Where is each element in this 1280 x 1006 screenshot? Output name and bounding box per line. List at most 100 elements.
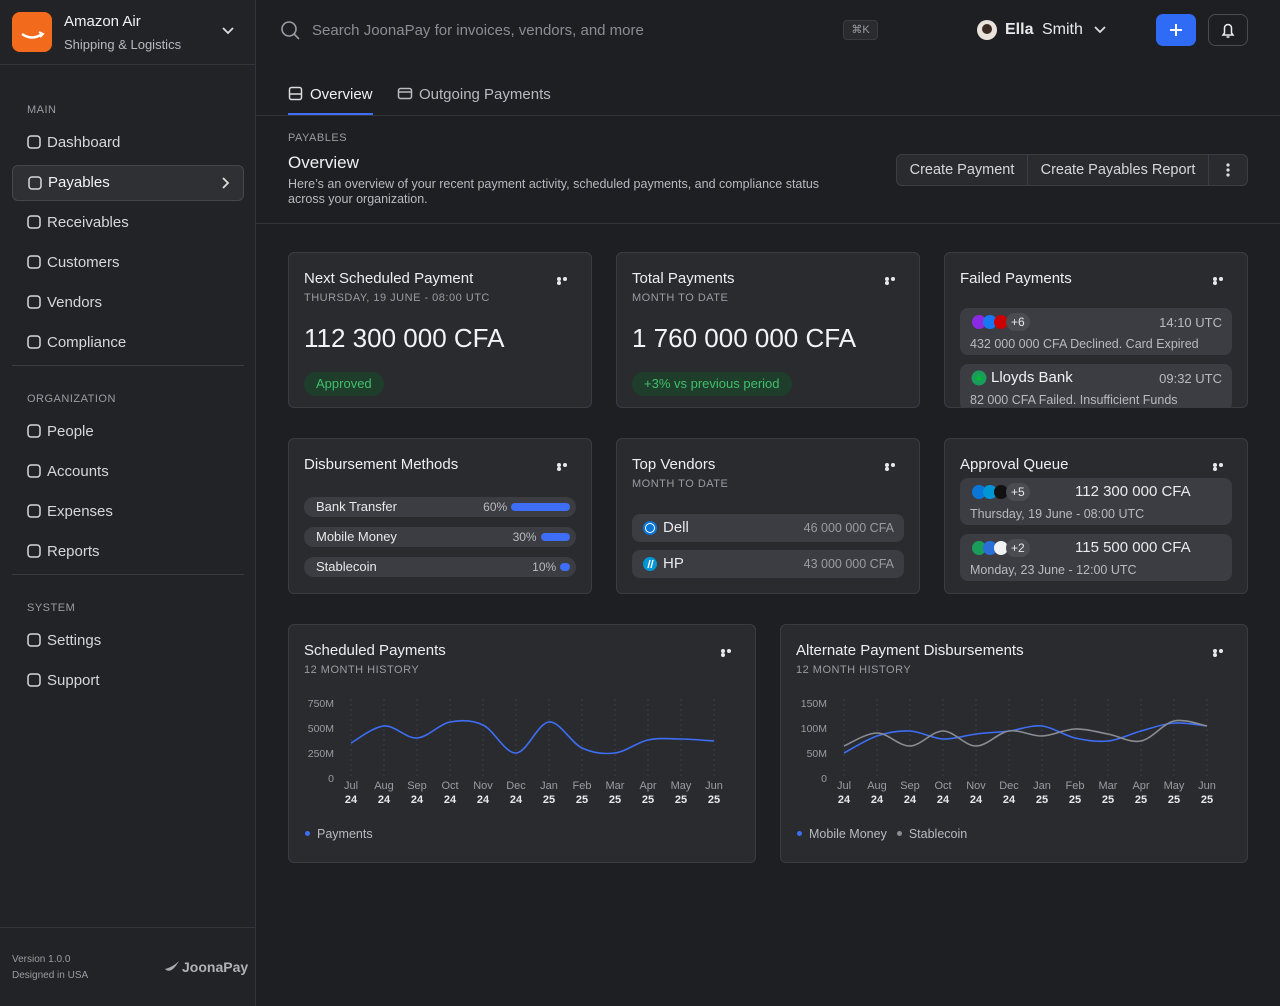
chevron — [222, 177, 230, 189]
vendor-row[interactable]: HP 43 000 000 CFA — [632, 550, 904, 578]
line — [350, 719, 715, 755]
nav-label: Accounts — [47, 463, 109, 480]
avatars — [972, 485, 1008, 499]
failed-item[interactable]: +6 14:10 UTC 432 000 000 CFA Declined. C… — [960, 308, 1232, 355]
time: 09:32 UTC — [1159, 371, 1222, 386]
tabs-border — [256, 115, 1280, 116]
nav-label: Dashboard — [47, 134, 121, 151]
nav-icon — [27, 255, 41, 269]
card-subtitle: MONTH TO DATE — [632, 478, 729, 490]
legend-swatch — [797, 831, 802, 836]
x-tick-month: Jan — [540, 780, 558, 792]
vendor-amount: 43 000 000 CFA — [803, 557, 894, 571]
extra-count: +5 — [1006, 483, 1030, 501]
more-button[interactable] — [1225, 162, 1231, 178]
method-value: 30% — [512, 530, 537, 544]
card-title: Next Scheduled Payment — [304, 270, 474, 287]
tab-icon — [397, 87, 413, 100]
avatar[interactable] — [977, 20, 997, 40]
user-last[interactable]: Smith — [1042, 21, 1083, 38]
notifications-button[interactable] — [1208, 14, 1248, 46]
nav-label: Payables — [48, 174, 110, 191]
nav-label: People — [47, 423, 94, 440]
action-button[interactable]: Create Payment — [897, 155, 1028, 185]
chart-subtitle: 12 MONTH HISTORY — [796, 664, 912, 676]
icon-shape — [27, 215, 41, 229]
nav-item[interactable]: Receivables — [12, 205, 244, 241]
nav-icon — [27, 424, 41, 438]
disbursement-card: Disbursement Methods Bank Transfer 60% Mob… — [288, 438, 592, 594]
y-tick-label: 0 — [328, 773, 334, 785]
x-tick-month: May — [1164, 780, 1185, 792]
tab[interactable]: Outgoing Payments — [419, 86, 551, 103]
eyebrow: PAYABLES — [288, 132, 348, 144]
nav-label: Compliance — [47, 334, 127, 351]
failed-text: 82 000 CFA Failed. Insufficient Funds — [970, 393, 1178, 407]
x-tick-month: Jun — [705, 780, 723, 792]
card-menu[interactable] — [1213, 649, 1229, 657]
icon-shape — [27, 295, 41, 309]
card-menu[interactable] — [721, 649, 737, 657]
user-first[interactable]: Ella — [1005, 21, 1034, 38]
nav-item[interactable]: Compliance — [12, 325, 244, 361]
x-tick-month: Sep — [900, 780, 920, 792]
nav-icon — [27, 215, 41, 229]
nav-icon — [27, 135, 41, 149]
x-tick-year: 25 — [609, 794, 621, 806]
failed-payments-card: Failed Payments +6 14:10 UTC 432 000 000… — [944, 252, 1248, 408]
nav-icon — [28, 176, 42, 190]
add-button[interactable] — [1156, 14, 1196, 46]
card-menu[interactable] — [1213, 463, 1229, 471]
icon-shape — [27, 464, 41, 478]
card-menu[interactable] — [885, 463, 901, 471]
x-tick-month: Dec — [506, 780, 526, 792]
line — [843, 722, 1208, 754]
badge: Approved — [304, 372, 384, 396]
total-payments-card: Total Payments MONTH TO DATE 1 760 000 0… — [616, 252, 920, 408]
icon-shape — [27, 544, 41, 558]
nav-item[interactable]: Settings — [12, 623, 244, 659]
nav-item[interactable]: Reports — [12, 534, 244, 570]
x-tick-month: Dec — [999, 780, 1019, 792]
nav-item[interactable]: Payables — [12, 165, 244, 201]
vendor-row[interactable]: Dell 46 000 000 CFA — [632, 514, 904, 542]
section-title: MAIN — [27, 104, 57, 116]
card-menu[interactable] — [885, 277, 901, 285]
nav-item[interactable]: Support — [12, 663, 244, 699]
legend-label: Mobile Money — [809, 827, 887, 841]
tab[interactable]: Overview — [310, 86, 373, 103]
user-chevron[interactable] — [1093, 25, 1107, 35]
nav-item[interactable]: Vendors — [12, 285, 244, 321]
org-logo — [12, 12, 52, 52]
card-menu[interactable] — [1213, 277, 1229, 285]
nav-item[interactable]: People — [12, 414, 244, 450]
icon-shape — [27, 255, 41, 269]
designed: Designed in USA — [12, 970, 89, 981]
failed-text: 432 000 000 CFA Declined. Card Expired — [970, 337, 1199, 351]
nav-item[interactable]: Expenses — [12, 494, 244, 530]
y-tick-label: 250M — [308, 748, 334, 760]
search-input[interactable]: Search JoonaPay for invoices, vendors, a… — [312, 22, 644, 39]
method-row: Mobile Money 30% — [304, 527, 576, 547]
approval-item[interactable]: +5 112 300 000 CFA Thursday, 19 June - 0… — [960, 478, 1232, 525]
card-menu[interactable] — [557, 277, 573, 285]
action-button[interactable]: Create Payables Report — [1028, 155, 1209, 185]
x-tick-month: Mar — [606, 780, 625, 792]
failed-item[interactable]: Lloyds Bank 09:32 UTC 82 000 CFA Failed.… — [960, 364, 1232, 407]
org-switcher[interactable]: Amazon Air Shipping & Logistics — [0, 0, 255, 65]
nav-item[interactable]: Accounts — [12, 454, 244, 490]
chart-title: Scheduled Payments — [304, 642, 446, 659]
chart-subtitle: 12 MONTH HISTORY — [304, 664, 420, 676]
nav-item[interactable]: Dashboard — [12, 125, 244, 161]
chart: 0 250M 500M 750M Jul 24 Aug 24 Sep 24 Oct 24 Nov 24 De… — [308, 698, 723, 806]
x-tick-month: Feb — [1066, 780, 1085, 792]
x-tick-month: Jun — [1198, 780, 1216, 792]
approval-item[interactable]: +2 115 500 000 CFA Monday, 23 June - 12:… — [960, 534, 1232, 581]
chart-card: Alternate Payment Disbursements 12 MONTH… — [780, 624, 1248, 863]
nav-item[interactable]: Customers — [12, 245, 244, 281]
icon-shape — [27, 335, 41, 349]
brand: JoonaPay — [182, 959, 249, 975]
method-bar — [511, 503, 570, 511]
card-menu[interactable] — [557, 463, 573, 471]
avatars — [972, 315, 1008, 329]
